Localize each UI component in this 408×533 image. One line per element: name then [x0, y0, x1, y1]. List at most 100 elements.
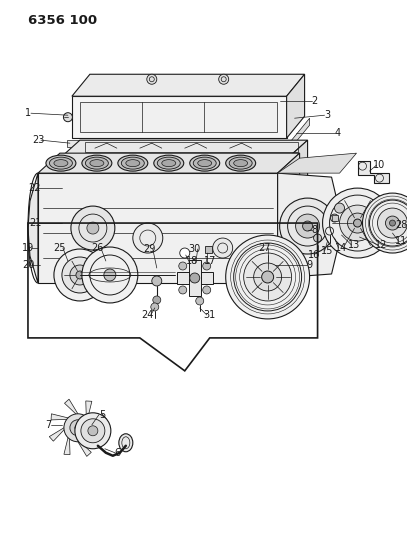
Ellipse shape: [248, 228, 276, 240]
Bar: [60, 158, 288, 223]
Polygon shape: [90, 414, 106, 428]
Text: 30: 30: [188, 244, 201, 254]
Circle shape: [179, 286, 187, 294]
Circle shape: [348, 213, 368, 233]
Ellipse shape: [190, 155, 220, 171]
Text: 26: 26: [92, 243, 104, 253]
Bar: [55, 226, 293, 241]
Polygon shape: [277, 153, 357, 173]
Bar: [67, 140, 292, 147]
Circle shape: [196, 297, 204, 305]
Circle shape: [390, 220, 395, 226]
Circle shape: [211, 169, 225, 183]
Circle shape: [363, 193, 408, 253]
Ellipse shape: [121, 157, 144, 169]
Text: 3: 3: [324, 110, 330, 120]
Circle shape: [136, 164, 160, 188]
Circle shape: [303, 221, 313, 231]
Bar: [72, 96, 286, 138]
Circle shape: [215, 173, 221, 179]
Circle shape: [110, 173, 116, 179]
Polygon shape: [28, 173, 38, 283]
Circle shape: [171, 164, 195, 188]
Bar: [299, 189, 308, 197]
Circle shape: [268, 141, 275, 147]
Ellipse shape: [198, 160, 212, 167]
Circle shape: [335, 203, 344, 213]
Polygon shape: [286, 74, 305, 138]
Text: 25: 25: [54, 243, 66, 253]
Circle shape: [75, 425, 81, 431]
Circle shape: [64, 414, 92, 442]
Polygon shape: [86, 401, 92, 419]
Text: 27: 27: [258, 243, 271, 253]
Circle shape: [82, 247, 138, 303]
Ellipse shape: [49, 157, 72, 169]
Circle shape: [104, 269, 116, 281]
Circle shape: [314, 234, 322, 242]
Circle shape: [63, 112, 72, 122]
Circle shape: [62, 257, 98, 293]
Text: 11: 11: [395, 236, 408, 246]
Circle shape: [81, 419, 105, 443]
Circle shape: [244, 253, 292, 301]
Circle shape: [330, 214, 339, 222]
Text: 5: 5: [99, 410, 105, 420]
Ellipse shape: [85, 157, 109, 169]
Text: 18: 18: [186, 256, 198, 266]
Circle shape: [71, 169, 85, 183]
Circle shape: [213, 238, 233, 258]
Bar: [80, 102, 277, 132]
Ellipse shape: [104, 228, 132, 240]
Text: 9: 9: [306, 260, 313, 270]
Bar: [85, 142, 297, 152]
Polygon shape: [72, 74, 305, 96]
Text: 23: 23: [32, 135, 44, 145]
Ellipse shape: [154, 155, 184, 171]
Ellipse shape: [176, 228, 204, 240]
Circle shape: [377, 208, 408, 238]
Circle shape: [87, 222, 99, 234]
Circle shape: [296, 214, 319, 238]
Polygon shape: [64, 399, 78, 416]
Bar: [38, 173, 277, 283]
Circle shape: [88, 426, 98, 436]
Ellipse shape: [82, 155, 112, 171]
Ellipse shape: [212, 228, 239, 240]
Text: 20: 20: [22, 260, 34, 270]
Circle shape: [70, 265, 90, 285]
Circle shape: [153, 296, 161, 304]
Circle shape: [75, 413, 111, 449]
Text: 10: 10: [373, 160, 386, 170]
Text: 6: 6: [115, 448, 121, 458]
Circle shape: [279, 198, 335, 254]
Bar: [189, 260, 201, 296]
Ellipse shape: [162, 160, 176, 167]
Bar: [205, 246, 212, 253]
Ellipse shape: [140, 228, 168, 240]
Circle shape: [176, 141, 182, 147]
Polygon shape: [60, 140, 308, 158]
Text: 15: 15: [322, 246, 334, 256]
Polygon shape: [78, 440, 91, 456]
Circle shape: [54, 249, 106, 301]
Text: 2: 2: [311, 96, 318, 106]
Ellipse shape: [157, 157, 180, 169]
Circle shape: [75, 173, 81, 179]
Circle shape: [219, 74, 229, 84]
Circle shape: [71, 206, 115, 250]
Circle shape: [152, 276, 162, 286]
Polygon shape: [49, 428, 66, 441]
Text: 16: 16: [308, 250, 321, 260]
Circle shape: [299, 228, 310, 240]
Text: 7: 7: [45, 420, 51, 430]
Ellipse shape: [54, 160, 68, 167]
Circle shape: [203, 262, 211, 270]
Polygon shape: [51, 414, 69, 420]
Text: 31: 31: [204, 310, 216, 320]
Text: 14: 14: [335, 243, 348, 253]
Bar: [332, 215, 337, 221]
Circle shape: [386, 216, 399, 230]
Text: 4: 4: [335, 128, 341, 138]
Bar: [177, 272, 213, 284]
